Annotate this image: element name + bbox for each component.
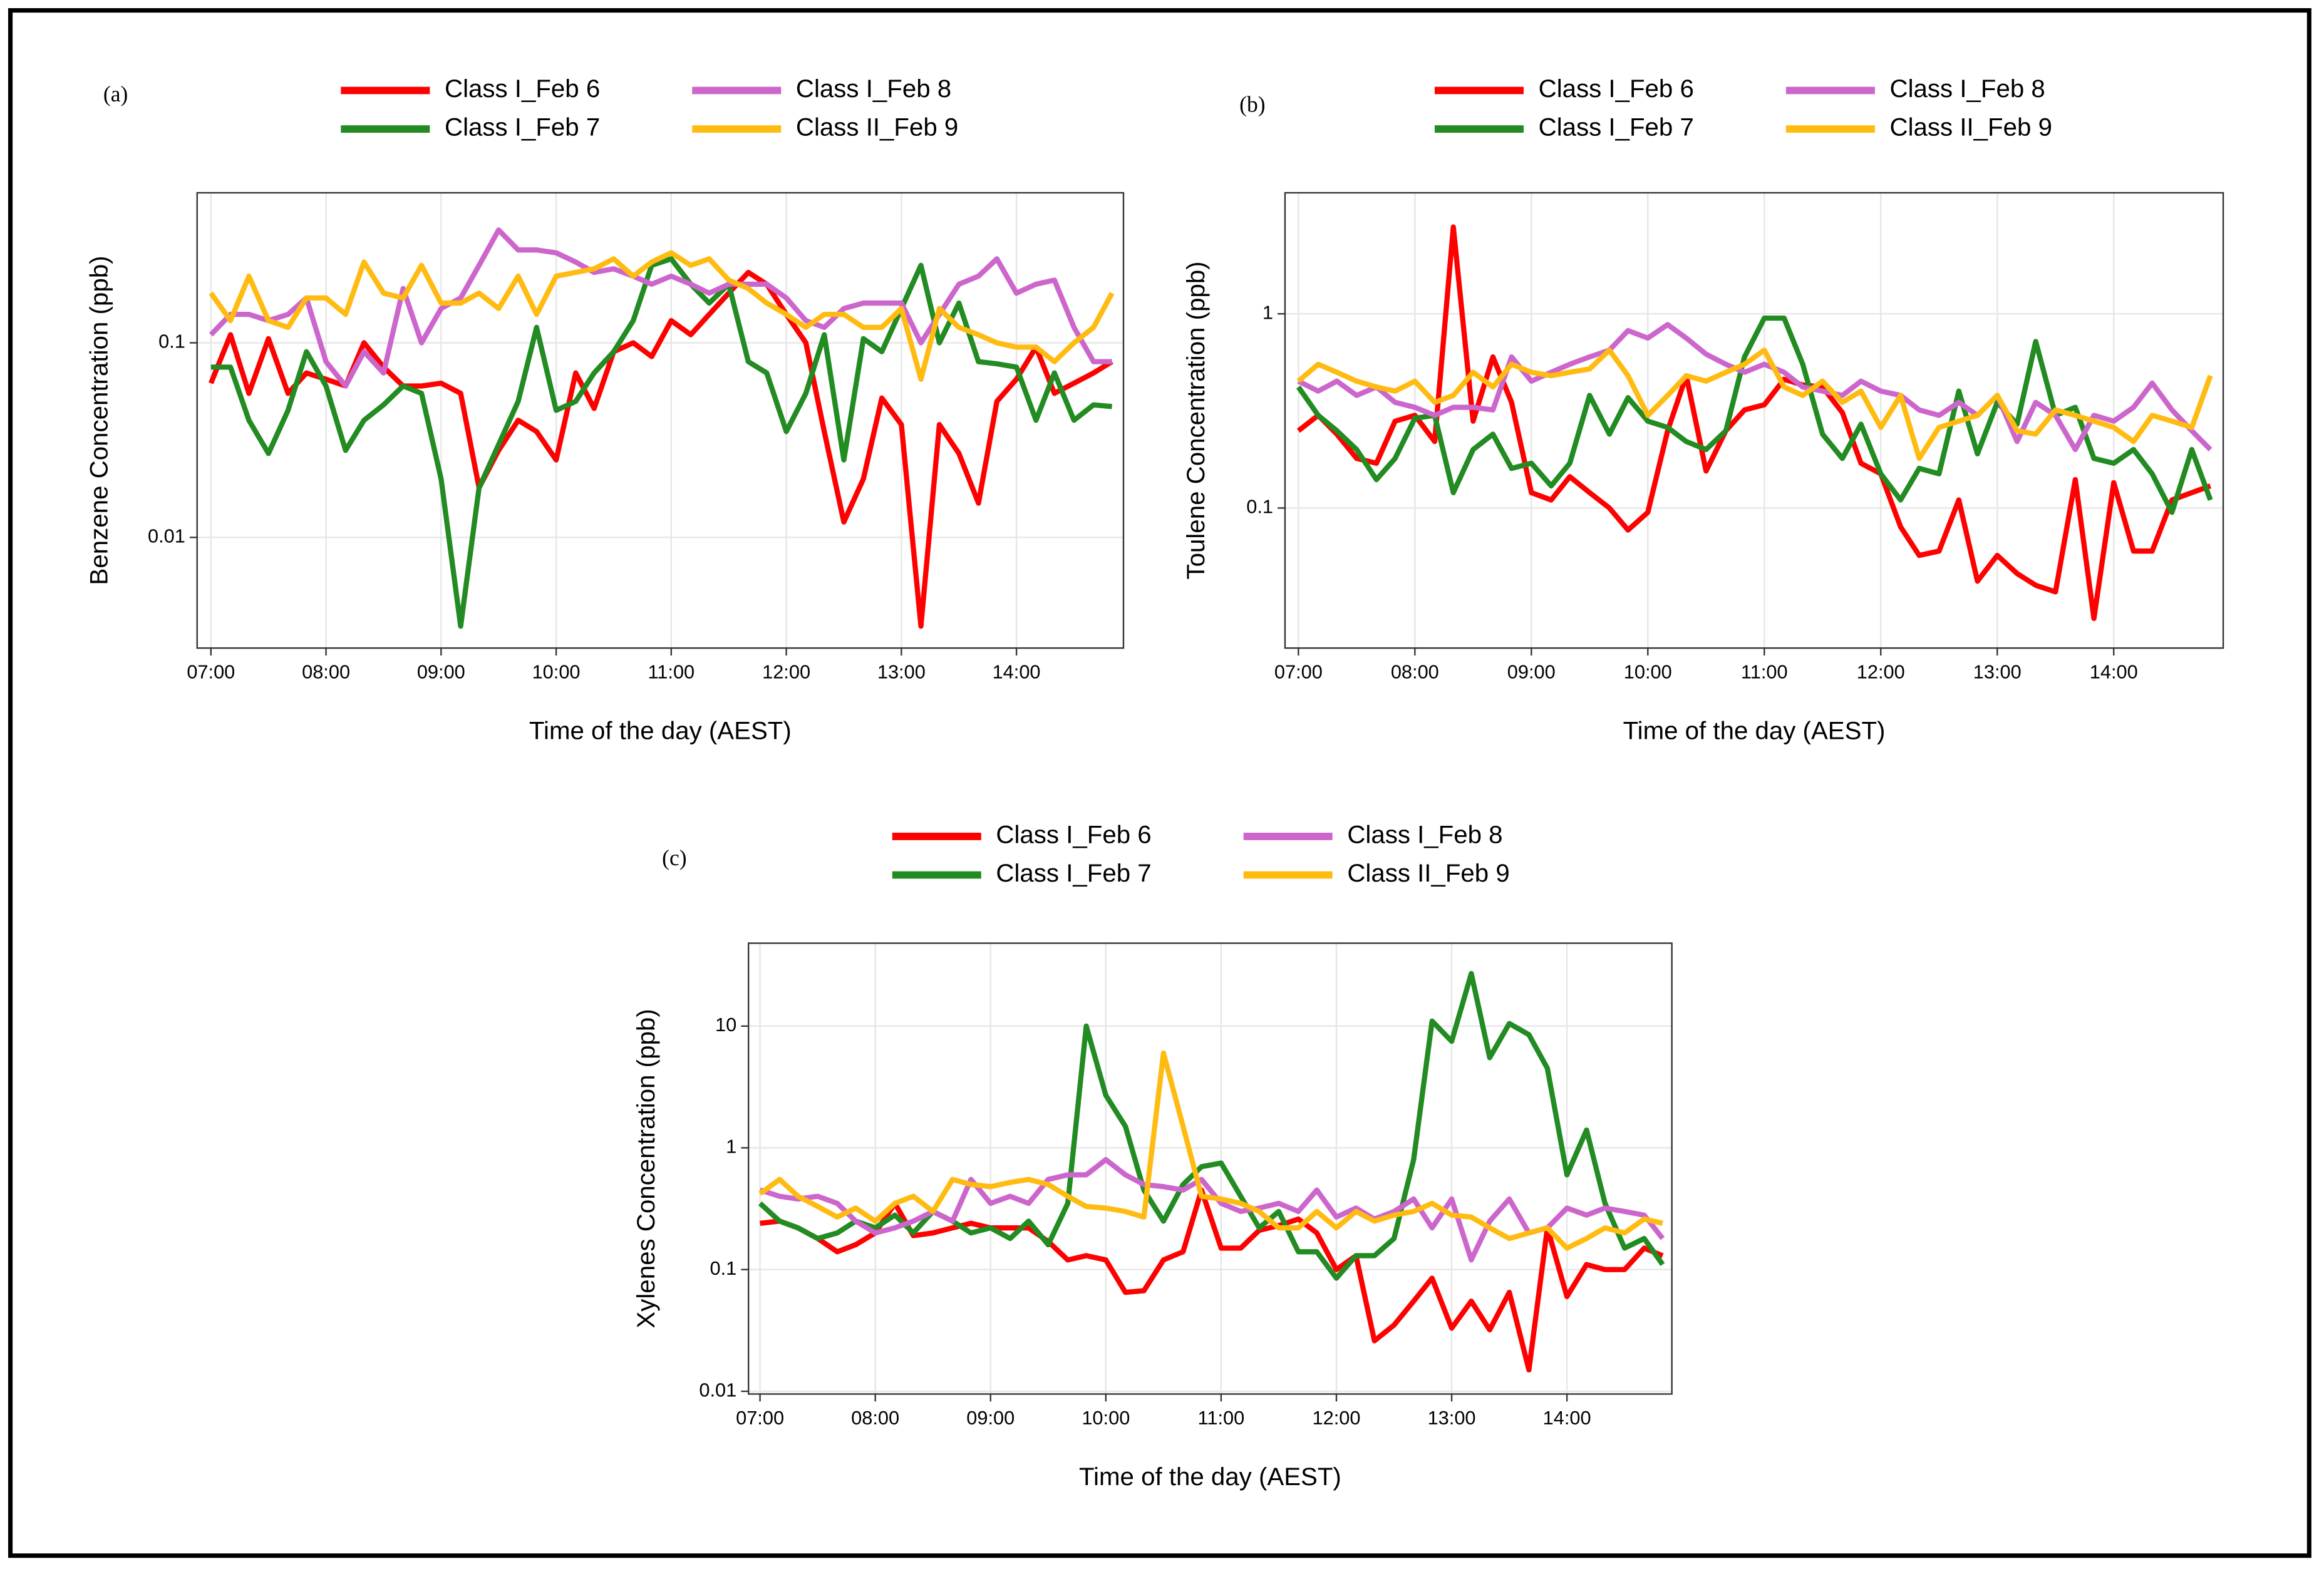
chart-panel: 07:00 08:00 09:00 10:00 11:00 12:00 13:00 14:00… [85, 75, 1125, 745]
legend-label: Class I_Feb 6 [1539, 75, 1694, 103]
legend-label: Class I_Feb 7 [445, 113, 600, 141]
x-tick-label: 12:00 [1312, 1407, 1360, 1429]
series-line [1297, 322, 2213, 453]
series-line [1296, 224, 2212, 621]
legend-label: Class I_Feb 7 [996, 859, 1151, 887]
frame [8, 8, 2311, 1558]
x-axis-title: Time of the day (AEST) [1079, 1463, 1341, 1491]
x-tick-label: 14:00 [2090, 661, 2138, 682]
x-tick-label: 07:00 [187, 661, 235, 682]
x-tick-label: 07:00 [736, 1407, 784, 1429]
x-tick-label: 10:00 [1082, 1407, 1130, 1429]
plot-border [1284, 192, 2224, 649]
series-line [1296, 347, 2213, 461]
x-axis-title: Time of the day (AEST) [529, 717, 792, 745]
x-tick-label: 08:00 [1391, 661, 1439, 682]
plot-border [196, 192, 1125, 649]
y-axis-title: Toulene Concentration (ppb) [1182, 261, 1210, 579]
x-tick-label: 09:00 [1507, 661, 1556, 682]
x-tick-label: 08:00 [302, 661, 350, 682]
legend-label: Class II_Feb 9 [796, 113, 958, 141]
x-tick-label: 08:00 [851, 1407, 899, 1429]
x-tick-label: 11:00 [648, 661, 695, 682]
series-line [759, 1157, 1665, 1263]
x-tick-label: 07:00 [1274, 661, 1323, 682]
y-axis-title: Xylenes Concentration (ppb) [632, 1009, 660, 1328]
y-axis-title: Benzene Concentration (ppb) [85, 255, 113, 585]
y-tick-label: 0.01 [148, 525, 185, 547]
series-line [209, 227, 1112, 389]
chart-panel: 07:00 08:00 09:00 10:00 11:00 12:00 13:00 14:00… [632, 821, 1673, 1491]
series-line [210, 256, 1112, 629]
legend-label: Class II_Feb 9 [1347, 859, 1509, 887]
x-tick-label: 12:00 [1857, 661, 1905, 682]
x-tick-label: 13:00 [1428, 1407, 1476, 1429]
x-tick-label: 13:00 [1973, 661, 2022, 682]
series-line [1296, 315, 2213, 515]
panel-label: (a) [103, 81, 128, 106]
y-tick-label: 10 [715, 1014, 736, 1036]
chart-panel: 07:00 08:00 09:00 10:00 11:00 12:00 13:00 14:00… [1182, 75, 2224, 745]
x-axis-title: Time of the day (AEST) [1623, 717, 1886, 745]
x-tick-label: 09:00 [417, 661, 465, 682]
legend-label: Class I_Feb 8 [1347, 821, 1502, 849]
legend-label: Class I_Feb 6 [445, 75, 600, 103]
legend-label: Class I_Feb 6 [996, 821, 1151, 849]
series-line [758, 1050, 1663, 1251]
legend-label: Class II_Feb 9 [1890, 113, 2052, 141]
plot-area [1284, 192, 2224, 649]
x-tick-label: 11:00 [1198, 1407, 1245, 1429]
legend-label: Class I_Feb 8 [1890, 75, 2045, 103]
plot-area [197, 192, 1123, 649]
legend-label: Class I_Feb 7 [1539, 113, 1694, 141]
x-tick-label: 09:00 [966, 1407, 1015, 1429]
panel-label: (c) [662, 845, 686, 870]
x-tick-label: 10:00 [532, 661, 581, 682]
x-tick-label: 10:00 [1624, 661, 1672, 682]
x-tick-label: 12:00 [762, 661, 810, 682]
plot-border [748, 942, 1673, 1395]
y-tick-label: 0.1 [158, 331, 185, 352]
series-line [208, 269, 1113, 629]
y-tick-label: 1 [726, 1135, 736, 1157]
y-tick-label: 1 [1263, 301, 1273, 323]
panel-label: (b) [1239, 92, 1265, 117]
y-tick-label: 0.01 [699, 1379, 736, 1401]
series-line [209, 250, 1115, 382]
y-tick-label: 0.1 [1246, 496, 1273, 518]
x-tick-label: 13:00 [877, 661, 926, 682]
series-line [758, 970, 1665, 1281]
x-tick-label: 11:00 [1741, 661, 1788, 682]
y-tick-label: 0.1 [710, 1257, 736, 1279]
legend-label: Class I_Feb 8 [796, 75, 951, 103]
x-tick-label: 14:00 [993, 661, 1041, 682]
x-tick-label: 14:00 [1543, 1407, 1591, 1429]
